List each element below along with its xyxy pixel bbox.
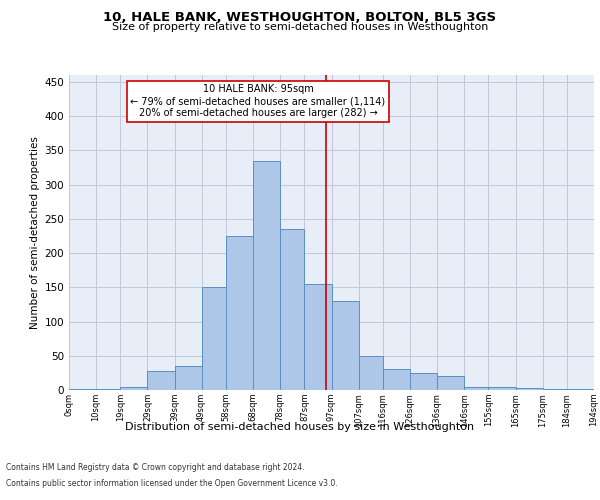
Bar (96, 388, 121, 390)
Text: 10, HALE BANK, WESTHOUGHTON, BOLTON, BL5 3GS: 10, HALE BANK, WESTHOUGHTON, BOLTON, BL5… (103, 11, 497, 24)
Bar (69, 388, 96, 390)
Bar (304, 284, 331, 390)
Bar (359, 356, 383, 390)
Bar (121, 386, 148, 390)
Text: 10 HALE BANK: 95sqm
← 79% of semi-detached houses are smaller (1,114)
20% of sem: 10 HALE BANK: 95sqm ← 79% of semi-detach… (130, 84, 386, 117)
Bar (226, 236, 253, 390)
Bar (410, 373, 437, 390)
Bar (567, 388, 594, 390)
Text: Distribution of semi-detached houses by size in Westhoughton: Distribution of semi-detached houses by … (125, 422, 475, 432)
Bar (148, 371, 175, 390)
Bar (515, 388, 542, 390)
Bar (331, 301, 359, 390)
Bar (488, 386, 515, 390)
Y-axis label: Number of semi-detached properties: Number of semi-detached properties (30, 136, 40, 329)
Bar (542, 388, 567, 390)
Bar (383, 370, 410, 390)
Text: Contains HM Land Registry data © Crown copyright and database right 2024.: Contains HM Land Registry data © Crown c… (6, 464, 305, 472)
Bar (202, 288, 226, 390)
Bar (253, 160, 280, 390)
Bar (437, 376, 464, 390)
Bar (464, 386, 488, 390)
Bar (175, 366, 202, 390)
Text: Size of property relative to semi-detached houses in Westhoughton: Size of property relative to semi-detach… (112, 22, 488, 32)
Bar (280, 229, 304, 390)
Text: Contains public sector information licensed under the Open Government Licence v3: Contains public sector information licen… (6, 478, 338, 488)
